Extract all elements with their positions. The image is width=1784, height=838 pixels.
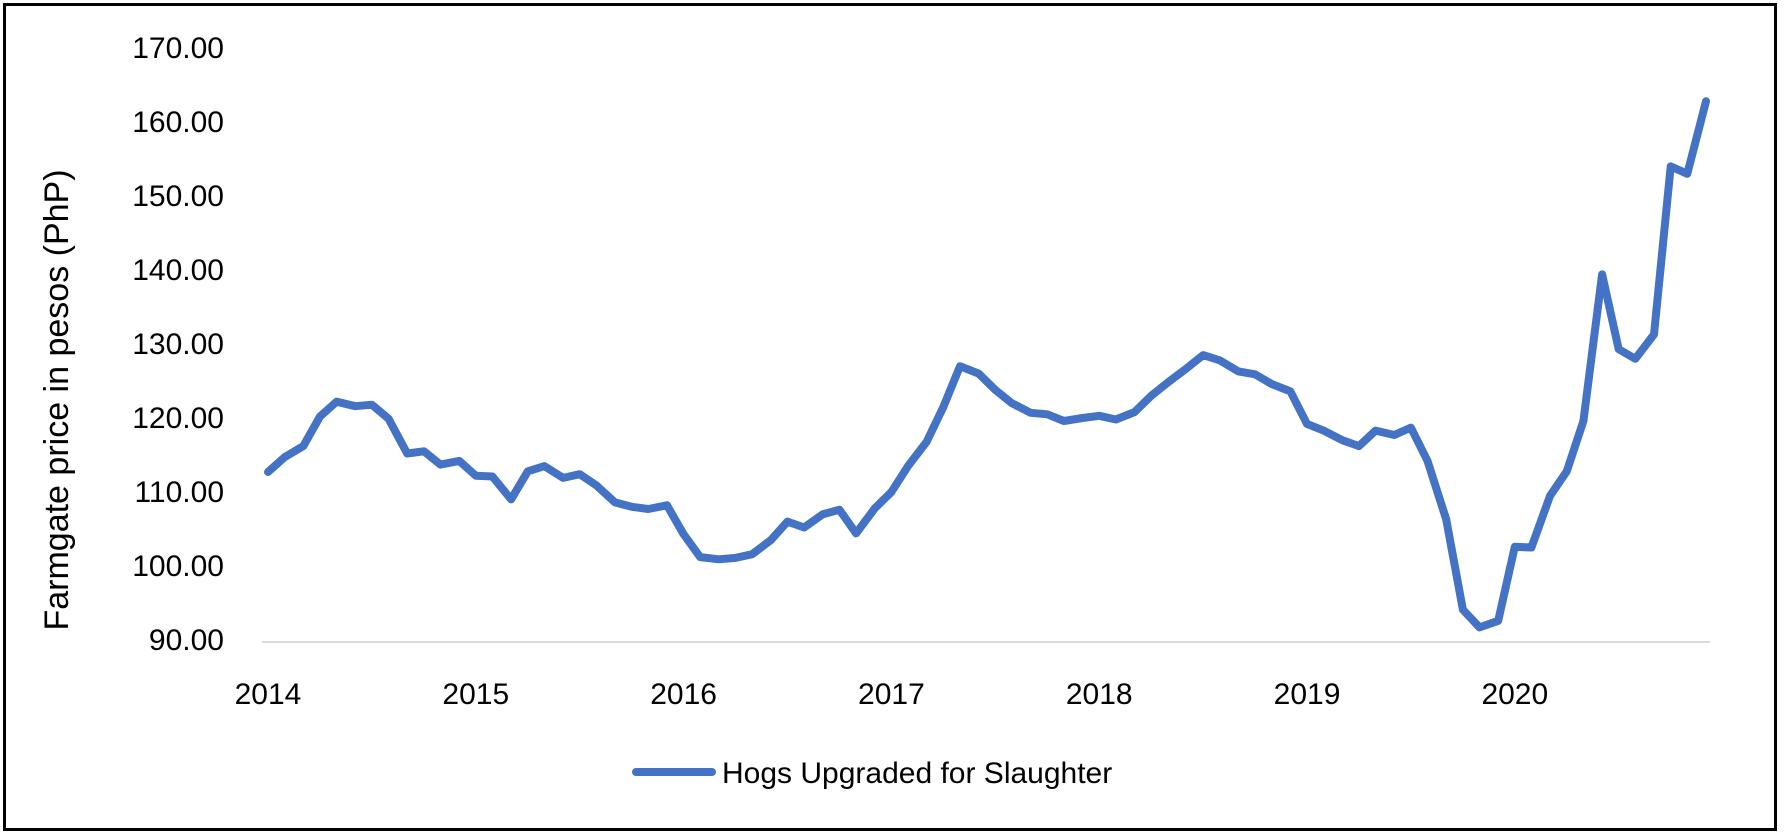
y-axis-ticks: 90.00 100.00 110.00 120.00 130.00 140.00 150.0… [132, 32, 224, 657]
series-layer [264, 97, 1710, 632]
y-tick-label: 150.00 [132, 180, 224, 213]
y-axis-title: Farmgate price in pesos (PhP) [38, 169, 76, 630]
series-line [264, 97, 1710, 632]
y-tick-label: 120.00 [132, 402, 224, 435]
y-tick-label: 90.00 [149, 624, 224, 657]
y-tick-label: 100.00 [132, 550, 224, 583]
y-tick-label: 160.00 [132, 106, 224, 139]
x-tick-label: 2015 [442, 678, 509, 711]
x-tick-label: 2018 [1066, 678, 1133, 711]
x-tick-label: 2014 [235, 678, 302, 711]
x-tick-label: 2017 [858, 678, 925, 711]
x-axis-ticks: 2014 2015 2016 2017 2018 2019 2020 [235, 678, 1549, 711]
legend: Hogs Upgraded for Slaughter [632, 757, 1112, 790]
legend-label: Hogs Upgraded for Slaughter [722, 757, 1112, 790]
y-tick-label: 170.00 [132, 32, 224, 65]
x-tick-label: 2020 [1481, 678, 1548, 711]
y-tick-label: 110.00 [134, 476, 224, 509]
chart-frame [3, 3, 1777, 831]
x-tick-label: 2019 [1274, 678, 1341, 711]
y-tick-label: 140.00 [132, 254, 224, 287]
y-tick-label: 130.00 [132, 328, 224, 361]
x-tick-label: 2016 [650, 678, 717, 711]
